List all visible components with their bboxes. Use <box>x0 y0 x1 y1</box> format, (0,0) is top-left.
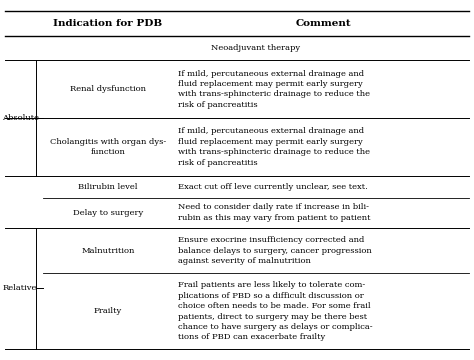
Text: Bilirubin level: Bilirubin level <box>78 183 137 191</box>
Text: Need to consider daily rate if increase in bili-
rubin as this may vary from pat: Need to consider daily rate if increase … <box>178 203 370 222</box>
Text: Delay to surgery: Delay to surgery <box>73 209 143 217</box>
Text: Cholangitis with organ dys-
function: Cholangitis with organ dys- function <box>50 138 166 156</box>
Text: Renal dysfunction: Renal dysfunction <box>70 85 146 93</box>
Text: Ensure exocrine insufficiency corrected and
balance delays to surgery, cancer pr: Ensure exocrine insufficiency corrected … <box>178 236 372 265</box>
Text: Frail patients are less likely to tolerate com-
plications of PBD so a difficult: Frail patients are less likely to tolera… <box>178 281 373 341</box>
Text: Neoadjuvant therapy: Neoadjuvant therapy <box>211 44 301 52</box>
Text: Exact cut off leve currently unclear, see text.: Exact cut off leve currently unclear, se… <box>178 183 367 191</box>
Text: Absolute: Absolute <box>2 114 39 122</box>
Text: Indication for PDB: Indication for PDB <box>53 19 163 28</box>
Text: Relative: Relative <box>2 284 37 292</box>
Text: Frailty: Frailty <box>94 307 122 315</box>
Text: If mild, percutaneous external drainage and
fluid replacement may permit early s: If mild, percutaneous external drainage … <box>178 127 370 167</box>
Text: If mild, percutaneous external drainage and
fluid replacement may permit early s: If mild, percutaneous external drainage … <box>178 69 370 109</box>
Text: Malnutrition: Malnutrition <box>81 247 135 255</box>
Text: Comment: Comment <box>296 19 351 28</box>
